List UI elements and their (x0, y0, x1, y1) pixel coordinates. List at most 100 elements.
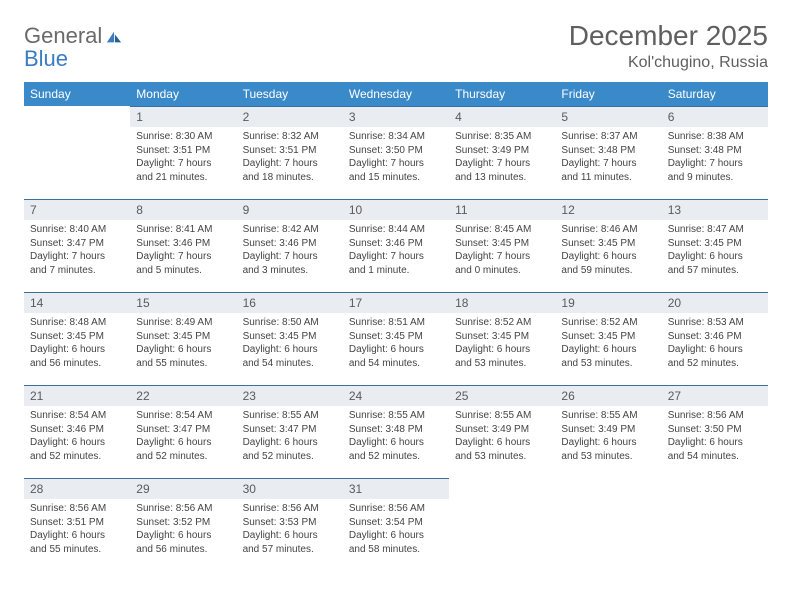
calendar-day-cell: 14Sunrise: 8:48 AMSunset: 3:45 PMDayligh… (24, 292, 130, 385)
day-details: Sunrise: 8:48 AMSunset: 3:45 PMDaylight:… (24, 313, 130, 376)
day-details: Sunrise: 8:52 AMSunset: 3:45 PMDaylight:… (449, 313, 555, 376)
calendar-day-cell (449, 478, 555, 571)
day-number: 5 (555, 106, 661, 127)
calendar-day-cell: 12Sunrise: 8:46 AMSunset: 3:45 PMDayligh… (555, 199, 661, 292)
calendar-header-row: SundayMondayTuesdayWednesdayThursdayFrid… (24, 82, 768, 106)
day-number: 4 (449, 106, 555, 127)
day-number: 21 (24, 385, 130, 406)
calendar-day-cell: 6Sunrise: 8:38 AMSunset: 3:48 PMDaylight… (662, 106, 768, 199)
topbar: GeneralBlue December 2025 Kol'chugino, R… (24, 20, 768, 72)
calendar-day-cell (555, 478, 661, 571)
day-details: Sunrise: 8:35 AMSunset: 3:49 PMDaylight:… (449, 127, 555, 190)
calendar-day-cell: 1Sunrise: 8:30 AMSunset: 3:51 PMDaylight… (130, 106, 236, 199)
day-number: 6 (662, 106, 768, 127)
day-details: Sunrise: 8:56 AMSunset: 3:50 PMDaylight:… (662, 406, 768, 469)
day-number: 17 (343, 292, 449, 313)
day-number: 14 (24, 292, 130, 313)
day-number: 7 (24, 199, 130, 220)
calendar-day-cell: 9Sunrise: 8:42 AMSunset: 3:46 PMDaylight… (237, 199, 343, 292)
calendar-day-cell (662, 478, 768, 571)
weekday-header: Thursday (449, 82, 555, 106)
day-number: 28 (24, 478, 130, 499)
calendar-day-cell: 10Sunrise: 8:44 AMSunset: 3:46 PMDayligh… (343, 199, 449, 292)
calendar-day-cell: 8Sunrise: 8:41 AMSunset: 3:46 PMDaylight… (130, 199, 236, 292)
day-number: 18 (449, 292, 555, 313)
calendar-day-cell: 7Sunrise: 8:40 AMSunset: 3:47 PMDaylight… (24, 199, 130, 292)
calendar-day-cell: 22Sunrise: 8:54 AMSunset: 3:47 PMDayligh… (130, 385, 236, 478)
day-details: Sunrise: 8:38 AMSunset: 3:48 PMDaylight:… (662, 127, 768, 190)
day-details: Sunrise: 8:55 AMSunset: 3:49 PMDaylight:… (555, 406, 661, 469)
calendar-day-cell: 25Sunrise: 8:55 AMSunset: 3:49 PMDayligh… (449, 385, 555, 478)
day-number: 16 (237, 292, 343, 313)
calendar-day-cell: 15Sunrise: 8:49 AMSunset: 3:45 PMDayligh… (130, 292, 236, 385)
calendar-table: SundayMondayTuesdayWednesdayThursdayFrid… (24, 82, 768, 571)
day-number: 26 (555, 385, 661, 406)
day-details: Sunrise: 8:45 AMSunset: 3:45 PMDaylight:… (449, 220, 555, 283)
calendar-week-row: 7Sunrise: 8:40 AMSunset: 3:47 PMDaylight… (24, 199, 768, 292)
day-details: Sunrise: 8:56 AMSunset: 3:54 PMDaylight:… (343, 499, 449, 562)
day-number: 2 (237, 106, 343, 127)
weekday-header: Sunday (24, 82, 130, 106)
calendar-day-cell: 31Sunrise: 8:56 AMSunset: 3:54 PMDayligh… (343, 478, 449, 571)
calendar-day-cell: 2Sunrise: 8:32 AMSunset: 3:51 PMDaylight… (237, 106, 343, 199)
day-number: 30 (237, 478, 343, 499)
day-details: Sunrise: 8:42 AMSunset: 3:46 PMDaylight:… (237, 220, 343, 283)
calendar-day-cell: 16Sunrise: 8:50 AMSunset: 3:45 PMDayligh… (237, 292, 343, 385)
day-details: Sunrise: 8:55 AMSunset: 3:47 PMDaylight:… (237, 406, 343, 469)
calendar-day-cell: 17Sunrise: 8:51 AMSunset: 3:45 PMDayligh… (343, 292, 449, 385)
day-number: 3 (343, 106, 449, 127)
title-block: December 2025 Kol'chugino, Russia (569, 20, 768, 72)
day-number: 15 (130, 292, 236, 313)
weekday-header: Friday (555, 82, 661, 106)
calendar-day-cell: 5Sunrise: 8:37 AMSunset: 3:48 PMDaylight… (555, 106, 661, 199)
calendar-page: GeneralBlue December 2025 Kol'chugino, R… (0, 0, 792, 591)
day-details: Sunrise: 8:54 AMSunset: 3:47 PMDaylight:… (130, 406, 236, 469)
day-number: 29 (130, 478, 236, 499)
calendar-week-row: 14Sunrise: 8:48 AMSunset: 3:45 PMDayligh… (24, 292, 768, 385)
day-details: Sunrise: 8:34 AMSunset: 3:50 PMDaylight:… (343, 127, 449, 190)
calendar-day-cell: 3Sunrise: 8:34 AMSunset: 3:50 PMDaylight… (343, 106, 449, 199)
day-number: 11 (449, 199, 555, 220)
day-number: 23 (237, 385, 343, 406)
day-details: Sunrise: 8:40 AMSunset: 3:47 PMDaylight:… (24, 220, 130, 283)
day-number: 25 (449, 385, 555, 406)
weekday-header: Wednesday (343, 82, 449, 106)
day-details: Sunrise: 8:50 AMSunset: 3:45 PMDaylight:… (237, 313, 343, 376)
calendar-week-row: 28Sunrise: 8:56 AMSunset: 3:51 PMDayligh… (24, 478, 768, 571)
day-details: Sunrise: 8:56 AMSunset: 3:52 PMDaylight:… (130, 499, 236, 562)
day-number: 27 (662, 385, 768, 406)
day-number: 10 (343, 199, 449, 220)
day-details: Sunrise: 8:52 AMSunset: 3:45 PMDaylight:… (555, 313, 661, 376)
calendar-day-cell: 11Sunrise: 8:45 AMSunset: 3:45 PMDayligh… (449, 199, 555, 292)
calendar-day-cell: 24Sunrise: 8:55 AMSunset: 3:48 PMDayligh… (343, 385, 449, 478)
day-details: Sunrise: 8:44 AMSunset: 3:46 PMDaylight:… (343, 220, 449, 283)
day-details: Sunrise: 8:56 AMSunset: 3:53 PMDaylight:… (237, 499, 343, 562)
day-number: 1 (130, 106, 236, 127)
brand-part2: Blue (24, 46, 68, 71)
calendar-day-cell: 26Sunrise: 8:55 AMSunset: 3:49 PMDayligh… (555, 385, 661, 478)
calendar-day-cell: 28Sunrise: 8:56 AMSunset: 3:51 PMDayligh… (24, 478, 130, 571)
day-number: 24 (343, 385, 449, 406)
day-details: Sunrise: 8:46 AMSunset: 3:45 PMDaylight:… (555, 220, 661, 283)
weekday-header: Saturday (662, 82, 768, 106)
day-number: 19 (555, 292, 661, 313)
day-number: 31 (343, 478, 449, 499)
day-details: Sunrise: 8:55 AMSunset: 3:49 PMDaylight:… (449, 406, 555, 469)
day-details: Sunrise: 8:32 AMSunset: 3:51 PMDaylight:… (237, 127, 343, 190)
calendar-week-row: 1Sunrise: 8:30 AMSunset: 3:51 PMDaylight… (24, 106, 768, 199)
brand-part1: General (24, 23, 102, 48)
day-number: 13 (662, 199, 768, 220)
month-title: December 2025 (569, 20, 768, 52)
calendar-day-cell (24, 106, 130, 199)
calendar-day-cell: 23Sunrise: 8:55 AMSunset: 3:47 PMDayligh… (237, 385, 343, 478)
day-details: Sunrise: 8:30 AMSunset: 3:51 PMDaylight:… (130, 127, 236, 190)
day-details: Sunrise: 8:41 AMSunset: 3:46 PMDaylight:… (130, 220, 236, 283)
day-details: Sunrise: 8:53 AMSunset: 3:46 PMDaylight:… (662, 313, 768, 376)
calendar-day-cell: 4Sunrise: 8:35 AMSunset: 3:49 PMDaylight… (449, 106, 555, 199)
day-details: Sunrise: 8:56 AMSunset: 3:51 PMDaylight:… (24, 499, 130, 562)
day-number: 8 (130, 199, 236, 220)
calendar-day-cell: 30Sunrise: 8:56 AMSunset: 3:53 PMDayligh… (237, 478, 343, 571)
day-number: 20 (662, 292, 768, 313)
day-details: Sunrise: 8:47 AMSunset: 3:45 PMDaylight:… (662, 220, 768, 283)
calendar-day-cell: 19Sunrise: 8:52 AMSunset: 3:45 PMDayligh… (555, 292, 661, 385)
